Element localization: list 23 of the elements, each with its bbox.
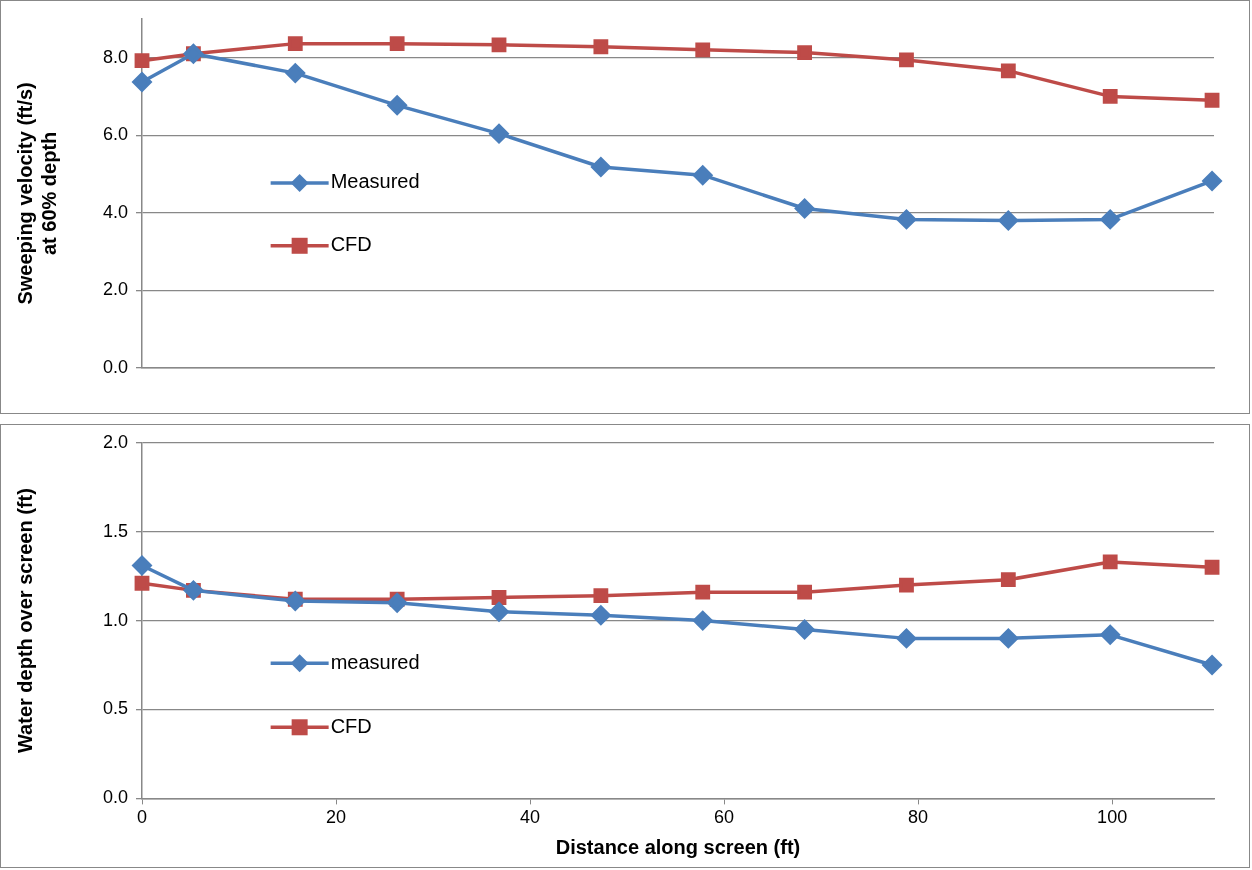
y-tick-label: 4.0 (102, 201, 128, 222)
x-tick-label: 60 (714, 807, 735, 828)
x-tick-label: 40 (520, 807, 541, 828)
legend-label: CFD (330, 714, 372, 737)
y-tick-label: 2.0 (102, 431, 128, 452)
y-tick-label: 0.5 (102, 698, 128, 719)
y-axis-title: Sweeping velocity (ft/s) at 60% depth (13, 82, 60, 305)
y-tick-label: 2.0 (102, 279, 128, 300)
y-tick-label: 1.5 (102, 520, 128, 541)
x-axis-title: Distance along screen (ft) (555, 835, 801, 858)
x-tick-label: 20 (326, 807, 347, 828)
legend-label: CFD (330, 233, 372, 256)
y-tick-label: 0.0 (102, 356, 128, 377)
y-tick-label: 1.0 (102, 609, 128, 630)
y-tick-label: 8.0 (102, 46, 128, 67)
legend-label: Measured (330, 170, 420, 193)
x-tick-label: 100 (1097, 807, 1128, 828)
y-tick-label: 0.0 (102, 787, 128, 808)
legend-label: measured (330, 650, 420, 673)
x-tick-label: 0 (136, 807, 148, 828)
x-tick-label: 80 (908, 807, 929, 828)
y-tick-label: 6.0 (102, 124, 128, 145)
y-axis-title: Water depth over screen (ft) (13, 488, 36, 754)
